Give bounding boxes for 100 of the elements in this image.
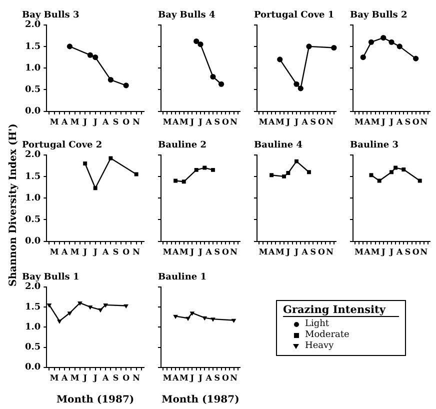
point xyxy=(306,44,312,50)
point xyxy=(270,173,274,178)
point xyxy=(190,312,195,316)
x-tick-label: A xyxy=(300,116,309,126)
y-tick-label: 1.0 xyxy=(24,193,41,204)
point xyxy=(294,81,300,87)
x-tick-label: J xyxy=(198,372,203,382)
x-tick-label: S xyxy=(112,116,119,126)
point xyxy=(388,39,394,45)
x-tick-label: A xyxy=(267,116,276,126)
x-tick-label: A xyxy=(395,246,404,256)
point xyxy=(294,159,298,164)
point xyxy=(402,168,406,172)
x-tick-label: N xyxy=(230,116,238,126)
point xyxy=(306,170,311,174)
y-tick-label: 1.5 xyxy=(24,172,41,182)
x-tick-label: M xyxy=(370,246,380,256)
point xyxy=(210,168,215,172)
x-tick-label: S xyxy=(112,372,119,382)
x-tick-label: A xyxy=(60,372,68,382)
x-tick-label: M xyxy=(50,372,59,382)
point xyxy=(396,44,402,50)
y-tick-label: 0.5 xyxy=(24,85,41,96)
x-tick-label: A xyxy=(267,246,276,256)
point xyxy=(413,56,419,62)
x-tick-label: M xyxy=(354,116,364,126)
x-tick-label: M xyxy=(50,116,59,126)
x-tick-label: J xyxy=(198,246,203,256)
point xyxy=(124,304,128,309)
point xyxy=(173,314,178,320)
x-tick-label: J xyxy=(189,116,194,126)
x-tick-label: J xyxy=(189,372,194,382)
x-tick-label: J xyxy=(82,116,88,126)
point xyxy=(202,166,207,170)
x-tick-label: J xyxy=(380,116,386,126)
y-tick-label: 0.5 xyxy=(24,215,41,226)
x-tick-label: M xyxy=(354,246,364,256)
x-tick-label: M xyxy=(275,246,284,256)
point xyxy=(57,320,62,324)
x-tick-label: M xyxy=(258,116,268,126)
point xyxy=(210,74,216,80)
y-tick-label: 1.0 xyxy=(24,63,41,74)
x-tick-label: O xyxy=(222,116,229,126)
x-tick-label: A xyxy=(300,246,309,256)
text: Moderate xyxy=(305,330,350,341)
x-tick-label: J xyxy=(198,116,203,126)
x-tick-label: A xyxy=(60,246,68,256)
x-tick-label: J xyxy=(92,116,98,126)
x-tick-label: S xyxy=(214,372,220,382)
y-tick-label: 2.0 xyxy=(24,20,41,30)
point xyxy=(210,318,216,322)
y-tick-label: 2.0 xyxy=(24,150,41,160)
x-tick-label: A xyxy=(363,246,372,256)
x-tick-label: J xyxy=(388,116,394,126)
x-tick-label: J xyxy=(388,246,394,256)
x-tick-label: N xyxy=(132,116,140,126)
x-tick-label: S xyxy=(404,246,411,256)
chart-title: Bauline 1 xyxy=(158,272,206,283)
x-tick-label: S xyxy=(404,116,411,126)
chart-title: Bay Bulls 1 xyxy=(22,272,80,283)
x-tick-label: S xyxy=(214,246,220,256)
x-tick-label: O xyxy=(412,116,420,126)
point xyxy=(92,54,98,60)
point xyxy=(134,172,138,176)
x-tick-label: N xyxy=(326,246,334,256)
point xyxy=(78,302,82,306)
point xyxy=(98,308,103,313)
x-tick-label: O xyxy=(222,372,229,382)
x-tick-label: M xyxy=(162,372,172,382)
chart-title: Bauline 4 xyxy=(254,140,302,151)
point xyxy=(360,54,366,60)
x-tick-label: S xyxy=(214,116,220,126)
chart-title: Portugal Cove 1 xyxy=(254,10,334,21)
x-tick-label: J xyxy=(294,246,299,256)
point xyxy=(66,44,73,50)
x-tick-label: O xyxy=(222,246,229,256)
x-tick-label: M xyxy=(70,246,80,256)
x-tick-label: J xyxy=(189,246,194,256)
point xyxy=(202,316,208,321)
x-tick-label: O xyxy=(122,246,130,256)
x-tick-label: S xyxy=(310,246,316,256)
point xyxy=(390,170,394,174)
x-tick-label: M xyxy=(258,246,268,256)
point xyxy=(186,316,190,322)
y-tick-label: 1.5 xyxy=(24,42,41,52)
point xyxy=(88,306,93,310)
x-tick-label: O xyxy=(318,116,325,126)
point xyxy=(231,318,236,324)
chart-title: Portugal Cove 2 xyxy=(22,140,102,151)
x-tick-label: O xyxy=(412,246,420,256)
x-tick-label: A xyxy=(204,246,213,256)
x-tick-label: N xyxy=(132,372,140,382)
x-tick-label: M xyxy=(70,116,80,126)
x-tick-label: A xyxy=(60,116,68,126)
point xyxy=(377,178,382,183)
point xyxy=(286,171,290,175)
point xyxy=(198,41,204,48)
point xyxy=(103,304,108,308)
y-tick-label: 1.0 xyxy=(24,322,41,332)
x-tick-label: A xyxy=(171,372,180,382)
